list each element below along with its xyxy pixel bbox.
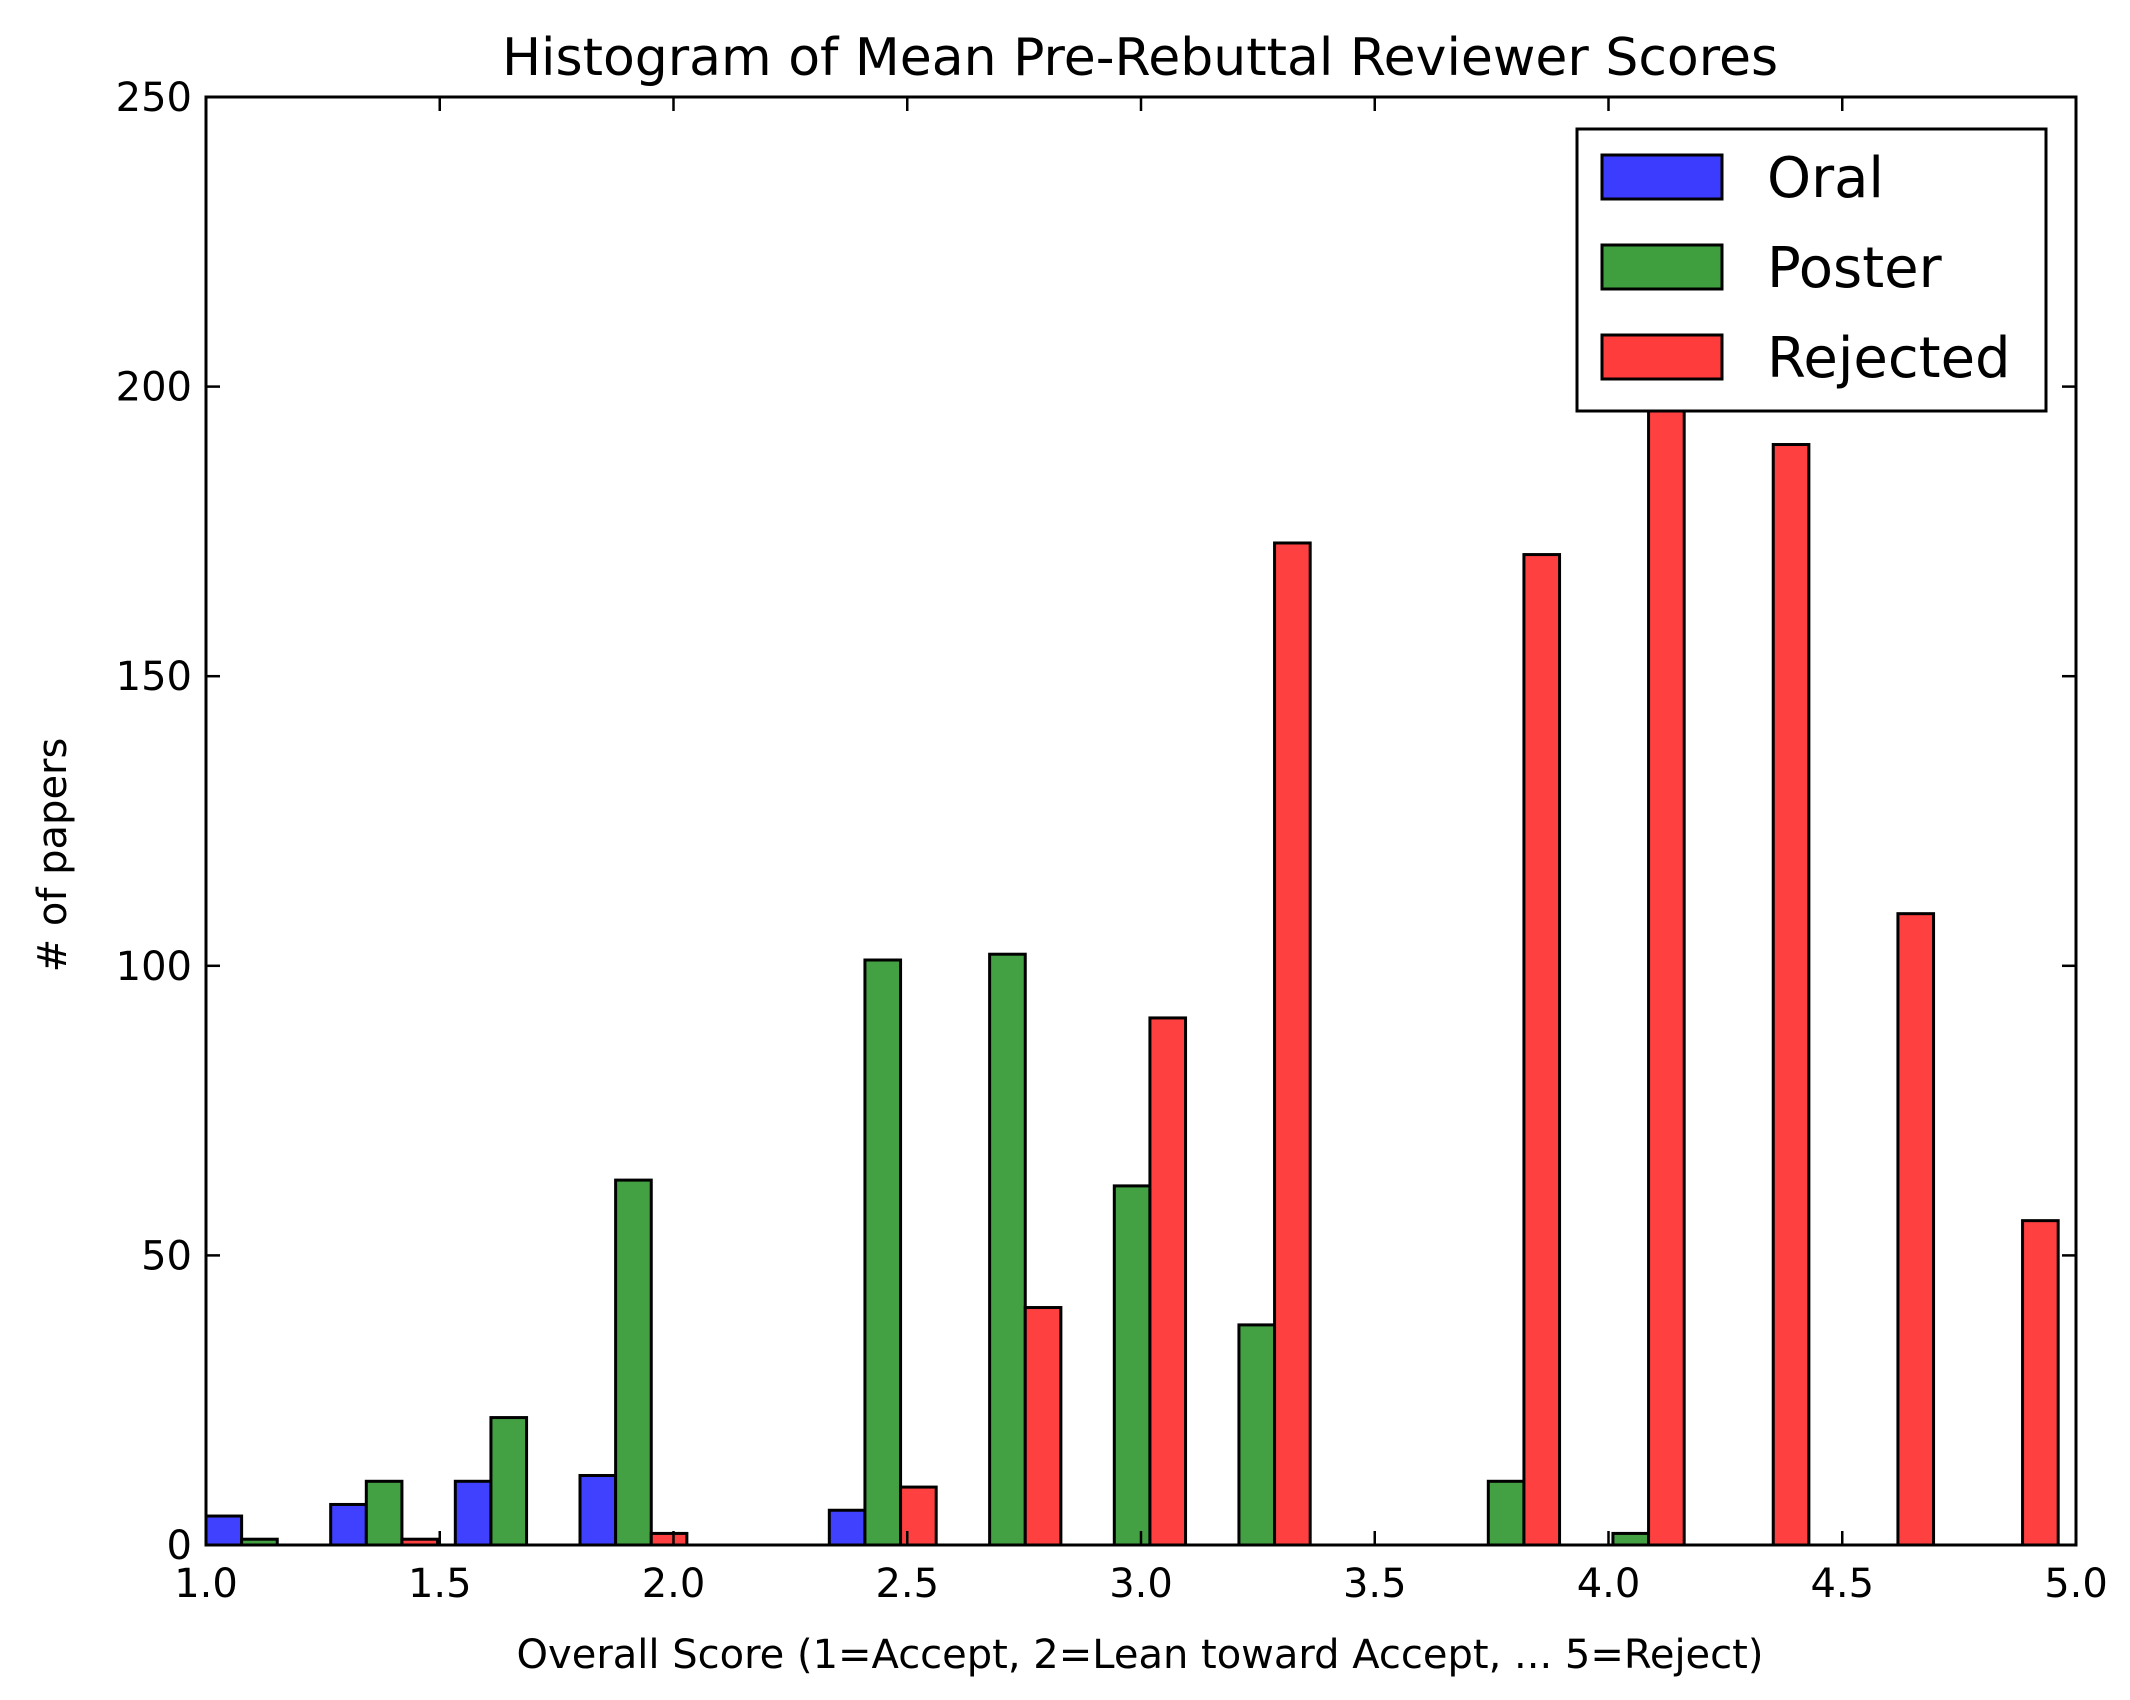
- bar-rejected-7: [1148, 1016, 1188, 1547]
- bar-oral-1: [329, 1502, 368, 1547]
- bar-rejected-8: [1273, 541, 1312, 1547]
- legend-swatch-oral: [1600, 153, 1724, 201]
- y-tick-label: 250: [116, 75, 192, 121]
- legend-swatch-poster: [1600, 243, 1724, 291]
- bar-poster-5: [863, 958, 903, 1547]
- x-tick-label: 1.0: [174, 1561, 238, 1607]
- x-tick-label: 4.0: [1577, 1561, 1641, 1607]
- bar-rejected-14: [2021, 1219, 2060, 1547]
- bar-poster-10: [1486, 1479, 1526, 1547]
- legend-swatch-rejected: [1600, 333, 1724, 381]
- x-tick-label: 3.0: [1109, 1561, 1173, 1607]
- bar-rejected-6: [1023, 1306, 1063, 1547]
- x-tick-label: 5.0: [2044, 1561, 2108, 1607]
- y-tick-label: 0: [167, 1523, 192, 1569]
- bar-poster-11: [1611, 1531, 1651, 1547]
- legend-label-oral: Oral: [1767, 146, 1884, 211]
- x-tick-label: 4.5: [1810, 1561, 1874, 1607]
- x-tick-label: 2.0: [642, 1561, 706, 1607]
- x-tick-label: 2.5: [875, 1561, 939, 1607]
- x-tick-label: 1.5: [408, 1561, 472, 1607]
- bar-poster-1: [364, 1479, 404, 1547]
- bar-poster-3: [614, 1178, 653, 1547]
- bar-oral-3: [578, 1473, 618, 1547]
- bar-poster-6: [988, 952, 1027, 1547]
- y-axis-title: # of papers: [30, 738, 76, 973]
- bar-poster-2: [489, 1416, 529, 1547]
- x-axis-title: Overall Score (1=Accept, 2=Lean toward A…: [517, 1632, 1764, 1678]
- chart-title: Histogram of Mean Pre-Rebuttal Reviewer …: [502, 28, 1778, 88]
- y-tick-label: 200: [116, 365, 192, 411]
- bar-rejected-5: [899, 1485, 938, 1547]
- legend: Oral Poster Rejected: [1575, 127, 2048, 413]
- bar-rejected-10: [1522, 553, 1562, 1547]
- bar-rejected-12: [1771, 443, 1811, 1547]
- legend-label-poster: Poster: [1767, 236, 1943, 301]
- bar-oral-2: [453, 1479, 493, 1547]
- legend-label-rejected: Rejected: [1767, 326, 2011, 391]
- bar-oral-5: [827, 1508, 867, 1547]
- bar-poster-8: [1237, 1323, 1277, 1547]
- bars-layer: [204, 402, 2060, 1547]
- ticks-layer: 1.0 1.5 2.0 2.5 3.0 3.5 4.0 4.5 5.0 0 50 100 150 200 2…: [116, 75, 2108, 1607]
- y-tick-label: 50: [141, 1233, 192, 1279]
- bar-poster-7: [1112, 1184, 1152, 1547]
- bar-rejected-13: [1896, 912, 1936, 1547]
- bar-rejected-11: [1647, 402, 1686, 1547]
- bar-rejected-3: [649, 1531, 689, 1547]
- x-tick-label: 3.5: [1343, 1561, 1407, 1607]
- y-tick-label: 150: [116, 654, 192, 700]
- y-tick-label: 100: [116, 944, 192, 990]
- bar-oral-0: [204, 1514, 244, 1547]
